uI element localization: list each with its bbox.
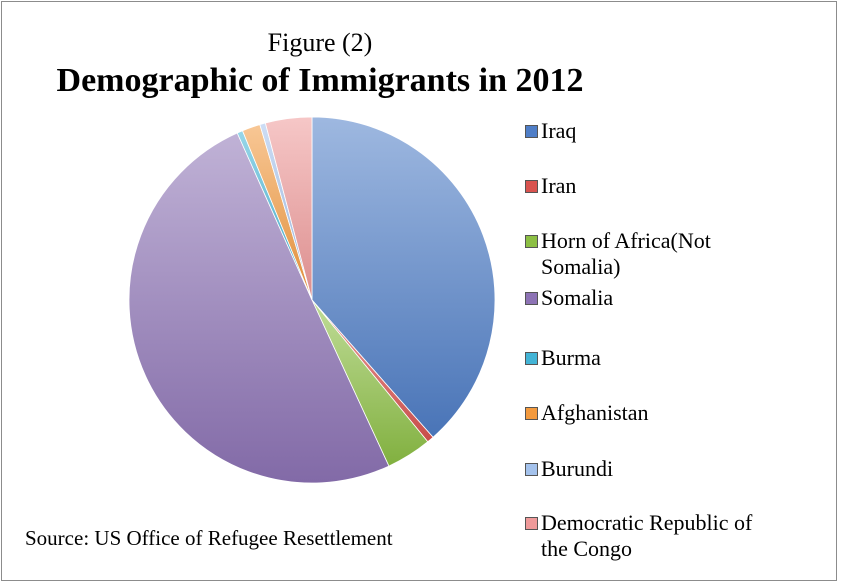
legend-swatch xyxy=(525,352,538,365)
legend-swatch xyxy=(525,292,538,305)
chart-title: Demographic of Immigrants in 2012 xyxy=(56,62,584,99)
legend-swatch xyxy=(525,235,538,248)
chart-source-note: Source: US Office of Refugee Resettlemen… xyxy=(25,526,393,550)
legend-label: Afghanistan xyxy=(541,400,649,425)
legend-item-iran: Iran xyxy=(525,173,825,199)
legend-label: Burma xyxy=(541,345,601,370)
chart-supertitle: Figure (2) xyxy=(267,28,373,57)
legend-item-horn-of-africa-not-somalia: Horn of Africa(Not Somalia) xyxy=(525,228,825,280)
legend-swatch xyxy=(525,463,538,476)
legend-item-burundi: Burundi xyxy=(525,456,825,482)
legend-swatch xyxy=(525,517,538,530)
legend-item-democratic-republic-of-the-congo: Democratic Republic of the Congo xyxy=(525,510,825,562)
legend-swatch xyxy=(525,125,538,138)
legend-item-burma: Burma xyxy=(525,345,825,371)
legend-swatch xyxy=(525,180,538,193)
legend-label: Somalia xyxy=(541,285,614,310)
pie-slice-somalia xyxy=(128,132,390,484)
legend-item-somalia: Somalia xyxy=(525,285,825,311)
legend-label: Democratic Republic of the Congo xyxy=(541,510,753,561)
pie-slice-democratic-republic-of-the-congo xyxy=(264,116,313,301)
legend-item-afghanistan: Afghanistan xyxy=(525,400,825,426)
pie-slice-iraq xyxy=(311,116,496,438)
legend-label: Horn of Africa(Not Somalia) xyxy=(541,228,711,279)
legend-label: Iran xyxy=(541,173,577,198)
legend-swatch xyxy=(525,407,538,420)
legend-label: Iraq xyxy=(541,118,577,143)
legend-label: Burundi xyxy=(541,456,614,481)
legend-item-iraq: Iraq xyxy=(525,118,825,144)
